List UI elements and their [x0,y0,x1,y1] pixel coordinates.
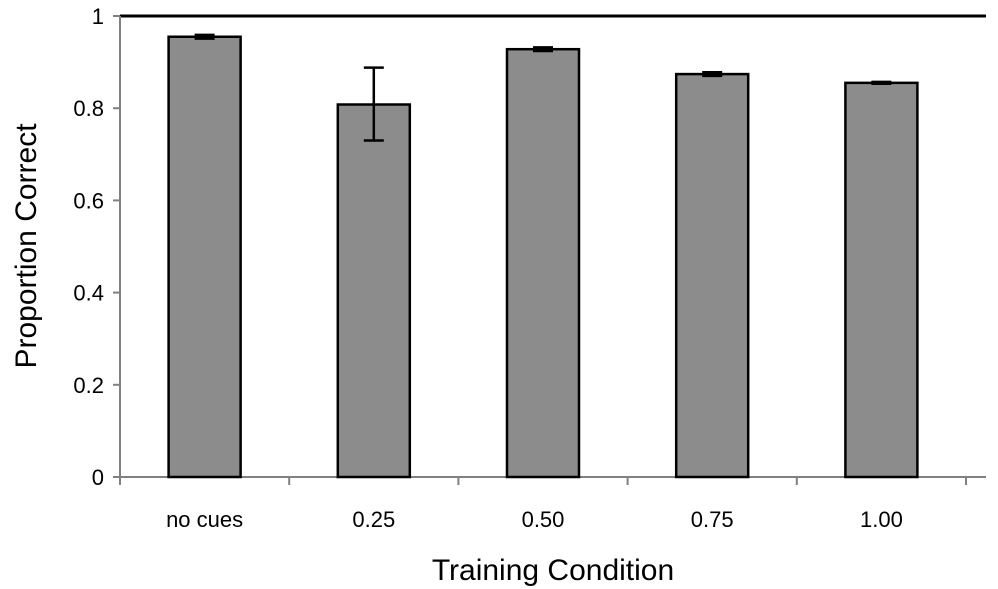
x-tick-label: no cues [166,507,243,532]
y-ticks: 0 0.2 0.4 0.6 0.8 1 [73,4,120,490]
y-tick-label: 0.4 [73,281,104,306]
bar [505,47,581,479]
y-tick-label: 0.2 [73,373,104,398]
y-tick-label: 0 [92,465,104,490]
y-axis-title: Proportion Correct [10,123,43,369]
x-tick-label: 0.50 [522,507,565,532]
y-tick-label: 0.6 [73,188,104,213]
bar [336,103,412,479]
x-tick-label: 1.00 [860,507,903,532]
x-axis-title: Training Condition [432,554,674,587]
bar [844,81,919,479]
x-tick-label: 0.75 [691,507,734,532]
x-tick-labels: no cues 0.25 0.50 0.75 1.00 [166,507,903,532]
bars [167,35,919,479]
y-tick-label: 0.8 [73,96,104,121]
x-ticks [119,477,967,485]
bar [674,72,750,479]
error-bars [194,33,892,142]
bar [167,35,242,479]
y-tick-label: 1 [92,4,104,29]
x-tick-label: 0.25 [352,507,395,532]
